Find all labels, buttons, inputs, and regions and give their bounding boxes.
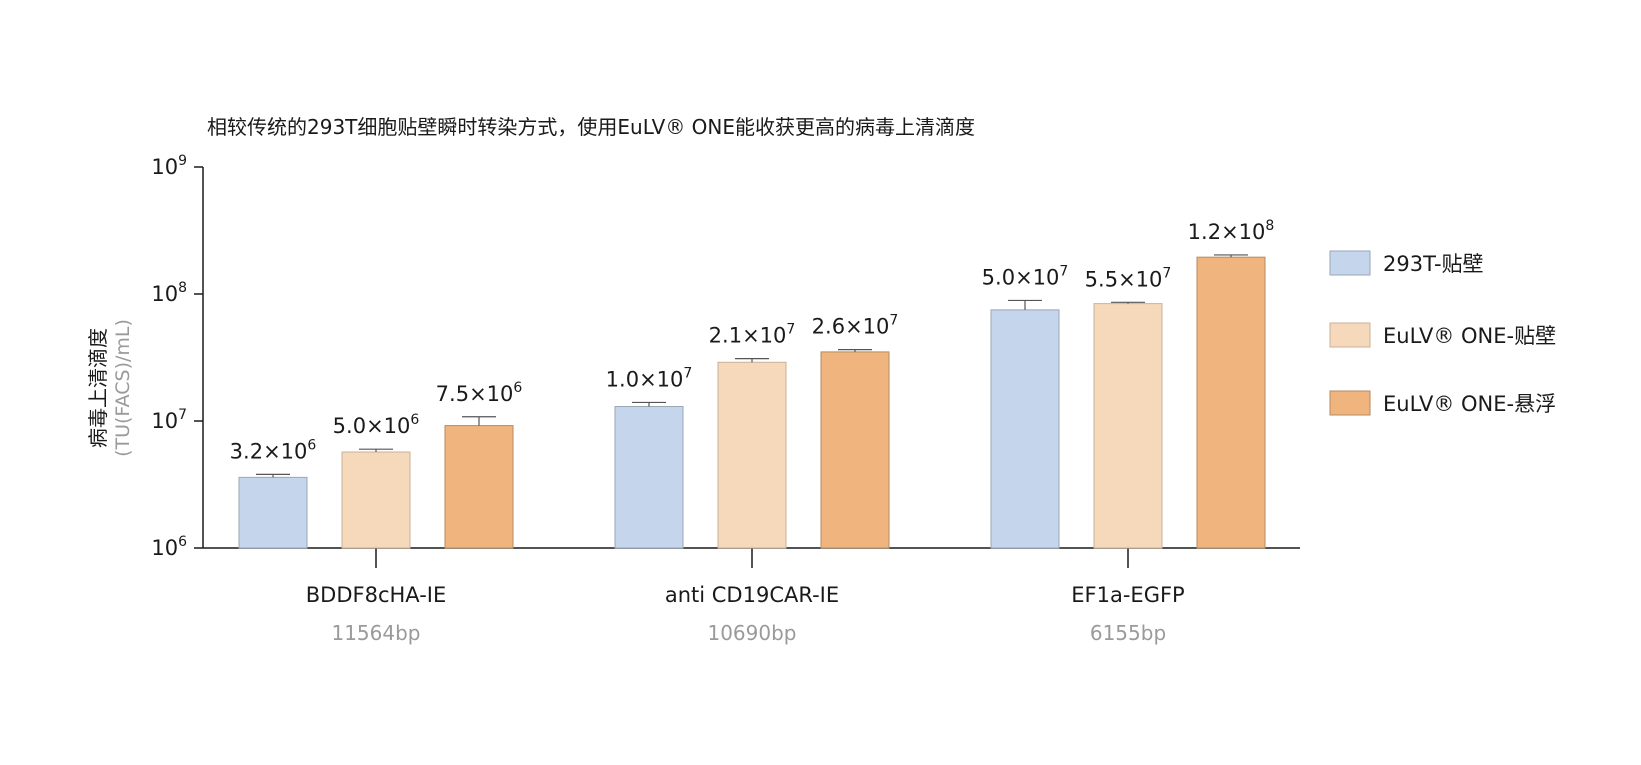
bar xyxy=(990,309,1060,549)
data-label-mantissa: 7.5×10 xyxy=(436,382,514,406)
bar xyxy=(341,451,411,549)
legend-swatch xyxy=(1329,390,1371,416)
data-label-mantissa: 2.6×10 xyxy=(812,315,890,339)
y-tick-label: 108 xyxy=(151,280,187,306)
y-tick-label-base: 10 xyxy=(151,536,178,560)
bar xyxy=(1093,303,1163,549)
y-axis-label-unit: (TU(FACS)/mL) xyxy=(112,319,134,457)
data-label-mantissa: 1.0×10 xyxy=(606,367,684,391)
y-axis-label: 病毒上清滴度 (TU(FACS)/mL) xyxy=(86,319,134,457)
y-tick-label-base: 10 xyxy=(151,155,178,179)
data-label: 1.2×108 xyxy=(1188,218,1275,244)
legend-swatch xyxy=(1329,322,1371,348)
y-tick-label-exp: 6 xyxy=(178,534,187,550)
data-label-exp: 7 xyxy=(1162,265,1171,281)
data-label-exp: 8 xyxy=(1265,218,1274,234)
data-label: 1.0×107 xyxy=(606,365,693,391)
x-category-label: EF1a-EGFP xyxy=(1071,583,1184,607)
y-tick-label-exp: 7 xyxy=(178,407,187,423)
data-label-exp: 7 xyxy=(889,313,898,329)
data-label-mantissa: 5.0×10 xyxy=(333,414,411,438)
x-category-sublabel: 11564bp xyxy=(331,621,420,645)
bar xyxy=(1196,256,1266,549)
data-label-mantissa: 5.0×10 xyxy=(982,265,1060,289)
y-tick-label-exp: 9 xyxy=(178,153,187,169)
bar xyxy=(238,476,308,549)
y-tick-label-base: 10 xyxy=(151,282,178,306)
y-tick-label: 109 xyxy=(151,153,187,179)
legend-swatch xyxy=(1329,250,1371,276)
y-tick-label-exp: 8 xyxy=(178,280,187,296)
x-category-label: BDDF8cHA-IE xyxy=(306,583,446,607)
chart-title: 相较传统的293T细胞贴壁瞬时转染方式，使用EuLV® ONE能收获更高的病毒上… xyxy=(207,115,975,139)
y-tick-label: 107 xyxy=(151,407,187,433)
y-tick-label-base: 10 xyxy=(151,409,178,433)
data-label: 7.5×106 xyxy=(436,380,523,406)
bar xyxy=(820,351,890,549)
data-label: 5.5×107 xyxy=(1085,265,1172,291)
data-label-mantissa: 5.5×10 xyxy=(1085,267,1163,291)
x-category-sublabel: 10690bp xyxy=(707,621,796,645)
data-label-mantissa: 3.2×10 xyxy=(230,439,308,463)
data-label: 3.2×106 xyxy=(230,437,317,463)
data-label-mantissa: 2.1×10 xyxy=(709,324,787,348)
bar xyxy=(444,425,514,549)
data-label-mantissa: 1.2×10 xyxy=(1188,220,1266,244)
x-category-label: anti CD19CAR-IE xyxy=(665,583,839,607)
legend: 293T-贴壁 EuLV® ONE-贴壁 EuLV® ONE-悬浮 xyxy=(1329,250,1556,416)
data-label-exp: 7 xyxy=(786,322,795,338)
legend-label: EuLV® ONE-悬浮 xyxy=(1383,392,1556,416)
data-label: 2.1×107 xyxy=(709,322,796,348)
data-label: 2.6×107 xyxy=(812,313,899,339)
data-label-exp: 7 xyxy=(1059,263,1068,279)
bar xyxy=(717,361,787,549)
data-label: 5.0×106 xyxy=(333,412,420,438)
legend-label: 293T-贴壁 xyxy=(1383,252,1484,276)
data-label-exp: 6 xyxy=(307,437,316,453)
bar xyxy=(614,406,684,549)
data-label-exp: 6 xyxy=(410,412,419,428)
y-axis-label-title: 病毒上清滴度 xyxy=(86,328,110,448)
data-label-exp: 7 xyxy=(683,365,692,381)
data-label-exp: 6 xyxy=(513,380,522,396)
y-tick-label: 106 xyxy=(151,534,187,560)
x-category-sublabel: 6155bp xyxy=(1090,621,1166,645)
data-label: 5.0×107 xyxy=(982,263,1069,289)
legend-label: EuLV® ONE-贴壁 xyxy=(1383,324,1556,348)
